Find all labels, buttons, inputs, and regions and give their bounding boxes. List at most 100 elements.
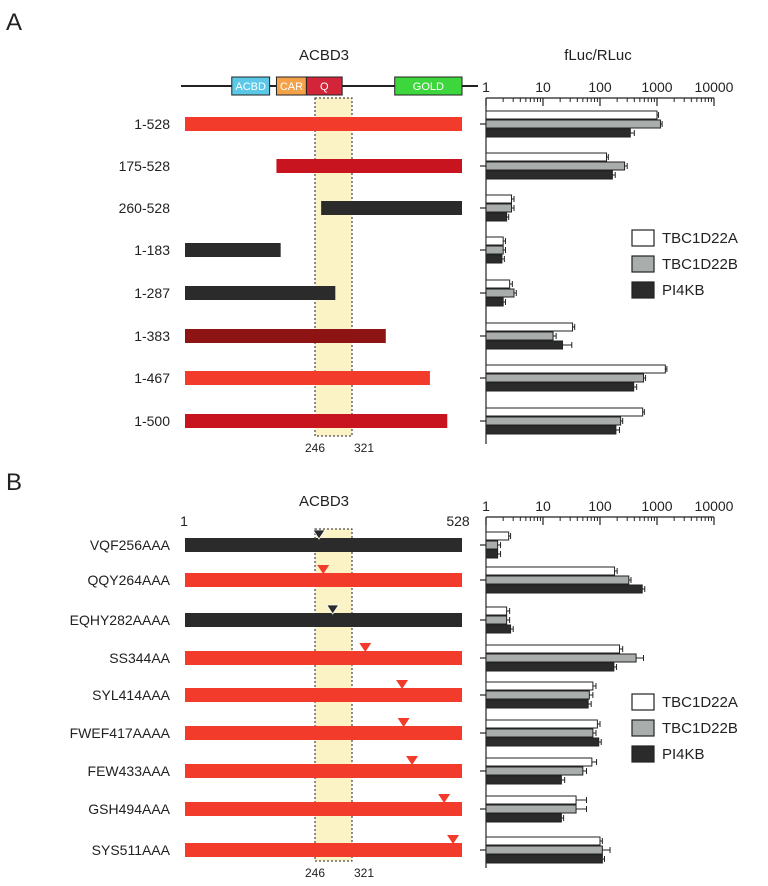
mutation-marker — [406, 756, 419, 765]
construct-bar — [185, 764, 462, 778]
construct-bar — [185, 613, 462, 627]
domain-gold — [394, 76, 463, 96]
construct-bar — [185, 414, 448, 428]
bar-tbc1d22a — [485, 606, 508, 616]
bar-pi4kb — [485, 854, 603, 864]
x-tick-label: 10000 — [695, 79, 734, 95]
construct-label: 260-528 — [119, 200, 171, 216]
mutation-marker — [312, 529, 326, 540]
panel-a: 246 321 ACBD CAR Q GOLD 1-528 175-528 260-528 1-1… — [119, 76, 738, 455]
panel-a-title: ACBD3 — [299, 47, 349, 64]
construct-bar — [185, 538, 462, 552]
legend-swatch — [631, 693, 655, 711]
bar-tbc1d22b — [485, 331, 554, 341]
x-tick-label: 10 — [535, 498, 551, 514]
bar-tbc1d22a — [485, 795, 577, 805]
construct-bar — [185, 117, 462, 131]
bar-pi4kb — [485, 297, 504, 307]
legend-swatch — [631, 719, 655, 737]
construct-label: 1-528 — [134, 116, 170, 132]
domain-acbd — [231, 76, 271, 96]
bar-pi4kb — [485, 170, 613, 180]
bar-pi4kb — [485, 584, 643, 594]
bar-pi4kb — [485, 813, 562, 823]
bar-tbc1d22b — [485, 575, 630, 585]
construct-label: SYL414AAA — [92, 687, 170, 703]
region-end-label: 321 — [354, 441, 374, 455]
bar-tbc1d22b — [485, 804, 577, 814]
bar-tbc1d22b — [485, 373, 645, 383]
bar-pi4kb — [485, 340, 564, 350]
construct-label: SYS511AAA — [92, 842, 171, 858]
bar-tbc1d22b — [485, 615, 508, 625]
domain-label: GOLD — [413, 81, 444, 93]
construct-bar — [185, 843, 462, 857]
construct-label: FWEF417AAAA — [70, 725, 171, 741]
construct-label: GSH494AAA — [88, 801, 170, 817]
x-tick-label: 1 — [482, 498, 490, 514]
bar-pi4kb — [485, 212, 508, 222]
domain-label: CAR — [280, 81, 303, 93]
construct-label: 1-500 — [134, 413, 170, 429]
bar-tbc1d22a — [485, 836, 601, 846]
construct-label: 1-183 — [134, 242, 170, 258]
legend-label: PI4KB — [662, 282, 705, 299]
legend-swatch — [631, 281, 655, 299]
legend-swatch — [631, 255, 655, 273]
mutation-marker — [438, 794, 451, 803]
legend-label: TBC1D22B — [662, 256, 738, 273]
legend-swatch — [631, 229, 655, 247]
x-tick-label: 10000 — [695, 498, 734, 514]
legend-label: TBC1D22A — [662, 230, 738, 247]
bar-tbc1d22a — [485, 719, 598, 729]
mutation-marker — [325, 604, 340, 615]
bar-tbc1d22a — [485, 194, 512, 204]
bar-tbc1d22b — [485, 288, 515, 298]
panel-b: 246 321 1 528 VQF256AAA QQY264AAA EQHY282AAAA S… — [70, 498, 738, 880]
bar-pi4kb — [485, 737, 600, 747]
bar-pi4kb — [485, 425, 617, 435]
x-tick-label: 1 — [482, 79, 490, 95]
mutation-marker — [397, 718, 410, 727]
bar-pi4kb — [485, 662, 615, 672]
bar-tbc1d22b — [485, 203, 512, 213]
bar-tbc1d22b — [485, 161, 626, 171]
bar-tbc1d22b — [485, 245, 504, 255]
domain-label: Q — [320, 81, 329, 93]
bar-tbc1d22a — [485, 364, 666, 374]
construct-bar — [185, 329, 386, 343]
domain-q — [305, 76, 343, 96]
region-start-label: 246 — [305, 441, 325, 455]
construct-bar — [185, 688, 462, 702]
construct-bar — [185, 371, 430, 385]
construct-bar — [185, 651, 462, 665]
bar-tbc1d22a — [485, 644, 621, 654]
construct-bar — [185, 286, 336, 300]
construct-label: 1-383 — [134, 328, 170, 344]
bar-tbc1d22b — [485, 653, 637, 663]
panel-letter-b: B — [6, 469, 22, 496]
construct-label: SS344AA — [109, 650, 170, 666]
construct-label: QQY264AAA — [88, 572, 171, 588]
bar-tbc1d22b — [485, 728, 594, 738]
region-start-label: 246 — [305, 866, 325, 880]
bar-pi4kb — [485, 775, 562, 785]
bar-pi4kb — [485, 382, 635, 392]
construct-bar — [185, 243, 281, 257]
x-tick-label: 100 — [588, 498, 612, 514]
bar-tbc1d22a — [485, 322, 574, 332]
bar-tbc1d22b — [485, 690, 590, 700]
bar-tbc1d22a — [485, 236, 504, 246]
panel-a-axis-title: fLuc/RLuc — [564, 47, 632, 64]
region-end-label: 321 — [354, 866, 374, 880]
x-tick-label: 1000 — [641, 79, 672, 95]
bar-tbc1d22b — [485, 540, 499, 550]
bar-tbc1d22b — [485, 845, 603, 855]
construct-label: VQF256AAA — [90, 537, 171, 553]
bar-tbc1d22a — [485, 566, 616, 576]
x-tick-label: 1000 — [641, 498, 672, 514]
bar-tbc1d22a — [485, 531, 510, 541]
bar-tbc1d22a — [485, 110, 658, 120]
bar-tbc1d22a — [485, 407, 644, 417]
